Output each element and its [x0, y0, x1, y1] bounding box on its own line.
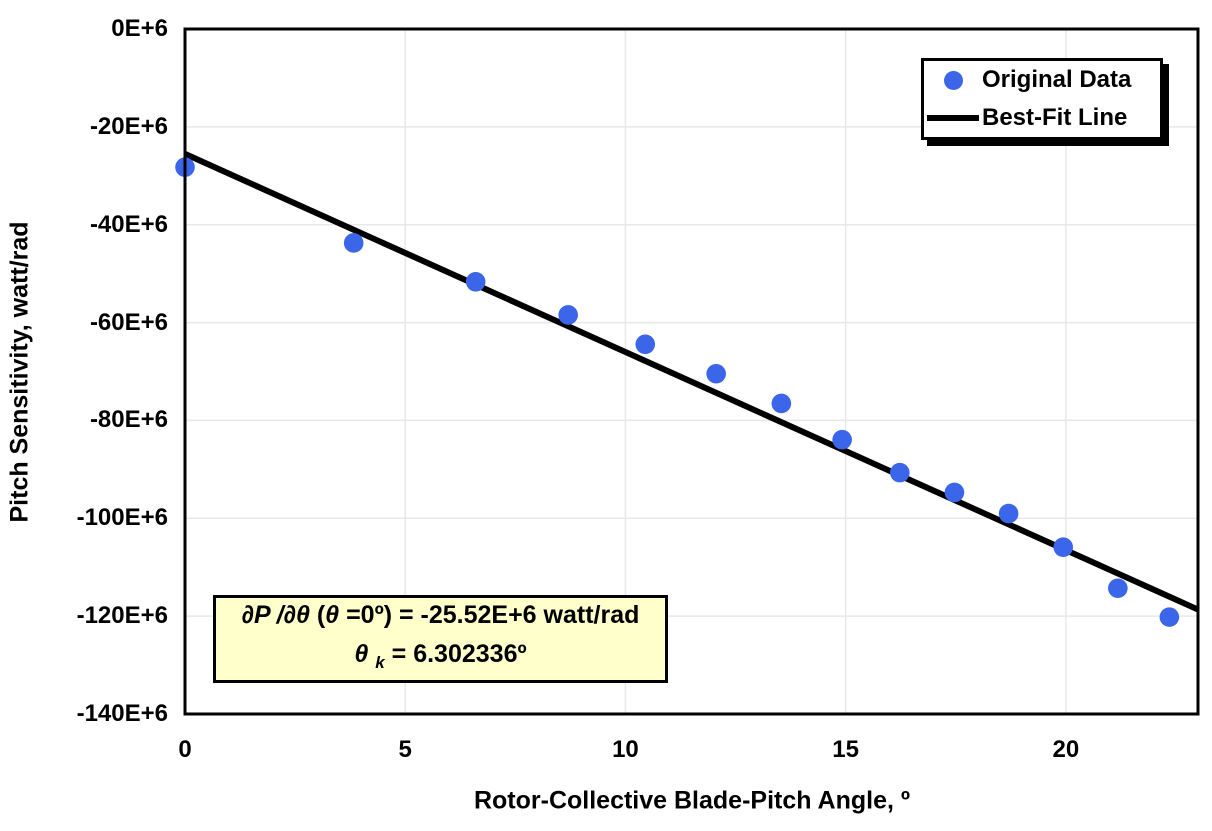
x-tick-label: 10 [612, 736, 639, 763]
y-tick-label: -140E+6 [76, 700, 168, 727]
legend-item-best-fit-line: Best-Fit Line [924, 99, 1160, 137]
legend: Original Data Best-Fit Line [921, 58, 1163, 140]
y-tick-label: -80E+6 [89, 406, 168, 434]
legend-label: Original Data [982, 66, 1132, 93]
y-tick-label: -20E+6 [89, 112, 168, 140]
y-tick-label: -120E+6 [76, 602, 168, 630]
data-point [635, 334, 656, 355]
annotation-line-1: ∂P /∂θ (θ =0º) = -25.52E+6 watt/rad [241, 601, 640, 629]
x-tick-label: 15 [832, 736, 859, 763]
data-point [1108, 578, 1128, 599]
y-tick-label: -40E+6 [89, 210, 168, 238]
legend-label: Best-Fit Line [982, 104, 1128, 131]
annotation-line-2: θ k = 6.302336º [354, 640, 527, 672]
x-tick-label: 20 [1052, 736, 1080, 763]
scatter-marker-icon [943, 70, 963, 90]
data-point [1053, 537, 1074, 557]
x-tick-label: 5 [398, 736, 412, 763]
x-tick-label: 0 [178, 736, 192, 763]
theta-k-symbol: θ [354, 640, 376, 668]
theta-symbol: θ [325, 601, 340, 629]
x-axis-title: Rotor-Collective Blade-Pitch Angle, º [473, 786, 911, 815]
data-point [771, 393, 792, 414]
y-tick-label: 0E+6 [111, 15, 168, 42]
y-axis-title: Pitch Sensitivity, watt/rad [5, 221, 34, 523]
y-tick-label: -60E+6 [89, 308, 168, 336]
line-marker-icon [927, 115, 979, 121]
partial-derivative-symbol: ∂P /∂θ [241, 601, 317, 629]
data-point [832, 429, 852, 450]
legend-item-original-data: Original Data [924, 61, 1160, 99]
best-fit-line [183, 151, 1200, 613]
y-tick-label: -100E+6 [76, 504, 168, 532]
annotation-box: ∂P /∂θ (θ =0º) = -25.52E+6 watt/rad θ k … [213, 595, 668, 683]
data-point [944, 482, 965, 503]
subscript-k: k [375, 653, 385, 672]
data-point [890, 462, 910, 483]
data-point [706, 363, 726, 384]
data-point [465, 271, 486, 292]
data-point [998, 503, 1019, 524]
data-point [1159, 607, 1180, 627]
data-point [343, 233, 364, 253]
data-point [558, 305, 578, 325]
plot-frame [183, 27, 1200, 716]
